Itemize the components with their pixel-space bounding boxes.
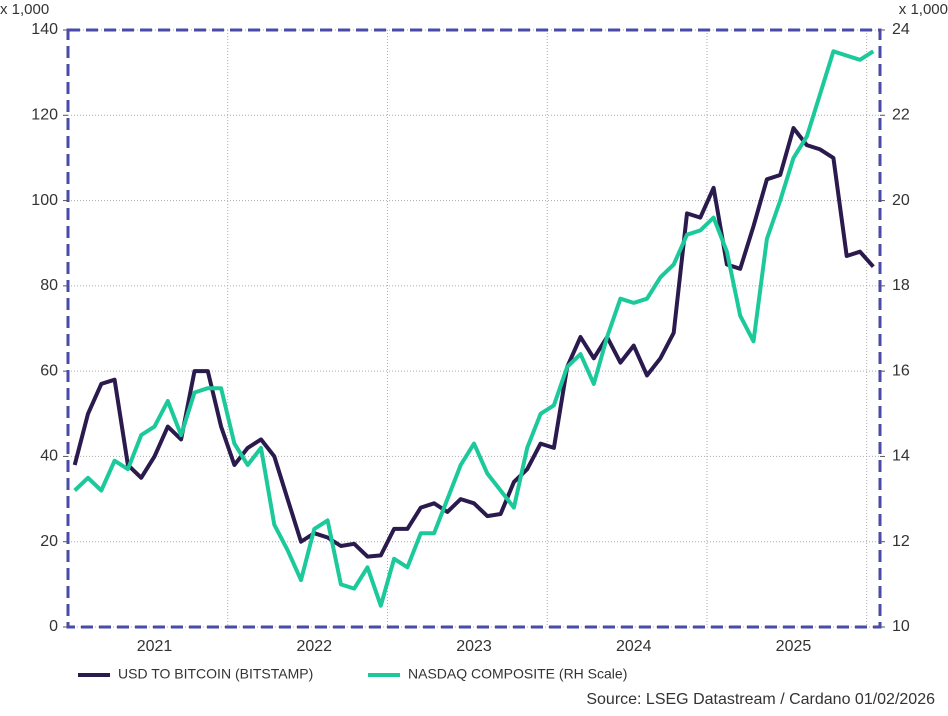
y2-tick-label: 16 [892, 362, 910, 379]
legend-label: NASDAQ COMPOSITE (RH Scale) [408, 666, 627, 682]
x-tick-label: 2025 [776, 638, 812, 655]
x-tick-label: 2022 [296, 638, 332, 655]
y2-tick-label: 18 [892, 277, 910, 294]
y2-tick-label: 12 [892, 533, 910, 550]
y-tick-label: 60 [40, 362, 58, 379]
plot-frame [66, 28, 882, 629]
series-line [73, 49, 875, 608]
x-tick-label: 2023 [456, 638, 492, 655]
y2-tick-label: 14 [892, 448, 910, 465]
y-tick-label: 0 [49, 618, 58, 635]
y-tick-label: 140 [31, 21, 58, 38]
source-note: Source: LSEG Datastream / Cardano 01/02/… [586, 691, 935, 708]
y-tick-label: 100 [31, 192, 58, 209]
y-unit-label: x 1,000 [0, 1, 49, 18]
y2-tick-label: 10 [892, 618, 910, 635]
y2-tick-label: 20 [892, 192, 910, 209]
series-line [72, 126, 875, 559]
y-tick-label: 120 [31, 107, 58, 124]
y2-tick-label: 24 [892, 21, 910, 38]
y-tick-label: 80 [40, 277, 58, 294]
x-tick-label: 2021 [137, 638, 173, 655]
y2-tick-label: 22 [892, 107, 910, 124]
x-tick-label: 2024 [616, 638, 652, 655]
y-tick-label: 20 [40, 533, 58, 550]
legend-label: USD TO BITCOIN (BITSTAMP) [118, 666, 313, 682]
y2-unit-label: x 1,000 [899, 1, 948, 18]
y-tick-label: 40 [40, 448, 58, 465]
